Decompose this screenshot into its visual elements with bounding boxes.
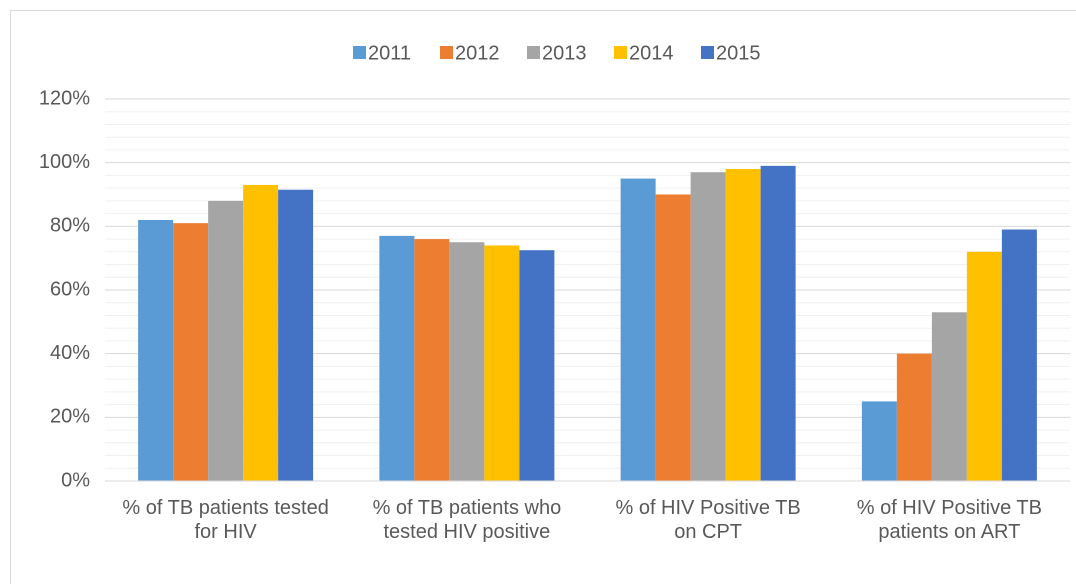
y-tick-label: 60% [50,278,90,300]
y-tick-label: 40% [50,342,90,364]
bar [655,194,691,481]
x-tick-label: % of HIV Positive TB on CPT [615,497,801,543]
legend-swatch [527,46,540,59]
y-tick-label: 120% [39,87,90,109]
y-tick-label: 20% [50,406,90,428]
bar [896,353,932,481]
legend-label: 2015 [716,42,761,64]
bar [1001,229,1037,481]
x-tick-label: % of TB patients tested for HIV [122,497,329,543]
x-tick-label: % of HIV Positive TB patients on ART [856,497,1042,543]
bar [208,200,244,481]
y-tick-label: 80% [50,215,90,237]
x-tick-label: % of TB patients who tested HIV positive [372,497,562,543]
legend-label: 2012 [455,42,500,64]
legend-label: 2014 [629,42,674,64]
bar [931,312,967,481]
bar [173,223,209,481]
bar [760,165,796,481]
bar [690,172,726,481]
bar [243,184,279,481]
bar [414,239,450,481]
bar [449,242,485,481]
legend-label: 2011 [368,42,411,64]
bar [278,189,314,481]
bar [620,178,656,482]
y-tick-label: 100% [39,151,90,173]
legend-label: 2013 [542,42,587,64]
legend-swatch [353,46,366,59]
bar [484,245,520,481]
bar [966,251,1002,481]
bar [379,235,415,481]
legend-swatch [440,46,453,59]
legend-swatch [614,46,627,59]
y-tick-label: 0% [61,469,90,491]
bar [861,401,897,481]
bar [519,250,555,481]
bar [725,169,761,482]
bar [138,219,174,481]
legend-swatch [701,46,714,59]
